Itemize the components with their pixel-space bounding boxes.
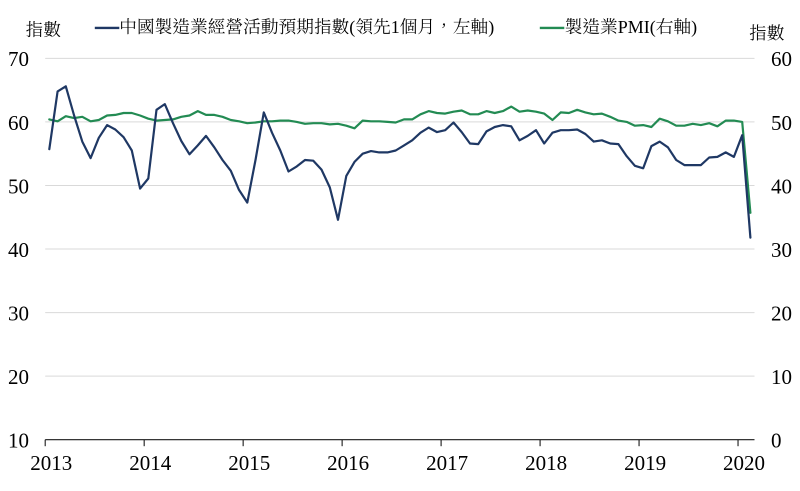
svg-text:2019: 2019 (624, 451, 666, 475)
svg-text:1: 1 (391, 17, 400, 37)
svg-text:40: 40 (771, 174, 792, 198)
svg-text:): ) (691, 17, 697, 38)
svg-text:2017: 2017 (426, 451, 468, 475)
svg-text:): ) (488, 17, 494, 38)
svg-text:2016: 2016 (327, 451, 369, 475)
svg-text:60: 60 (8, 111, 29, 135)
svg-text:10: 10 (8, 429, 29, 453)
svg-text:PMI(: PMI( (618, 17, 656, 38)
svg-text:40: 40 (8, 238, 29, 262)
svg-text:50: 50 (8, 174, 29, 198)
svg-text:2015: 2015 (228, 451, 270, 475)
svg-text:0: 0 (771, 429, 782, 453)
svg-text:2018: 2018 (525, 451, 567, 475)
svg-text:(: ( (349, 17, 355, 38)
svg-text:60: 60 (771, 47, 792, 71)
svg-text:50: 50 (771, 111, 792, 135)
svg-text:10: 10 (771, 365, 792, 389)
svg-text:2013: 2013 (30, 451, 72, 475)
svg-text:2020: 2020 (723, 451, 765, 475)
svg-text:30: 30 (8, 302, 29, 326)
svg-text:2014: 2014 (129, 451, 172, 475)
svg-text:20: 20 (8, 365, 29, 389)
svg-text:70: 70 (8, 47, 29, 71)
svg-text:20: 20 (771, 302, 792, 326)
svg-text:30: 30 (771, 238, 792, 262)
